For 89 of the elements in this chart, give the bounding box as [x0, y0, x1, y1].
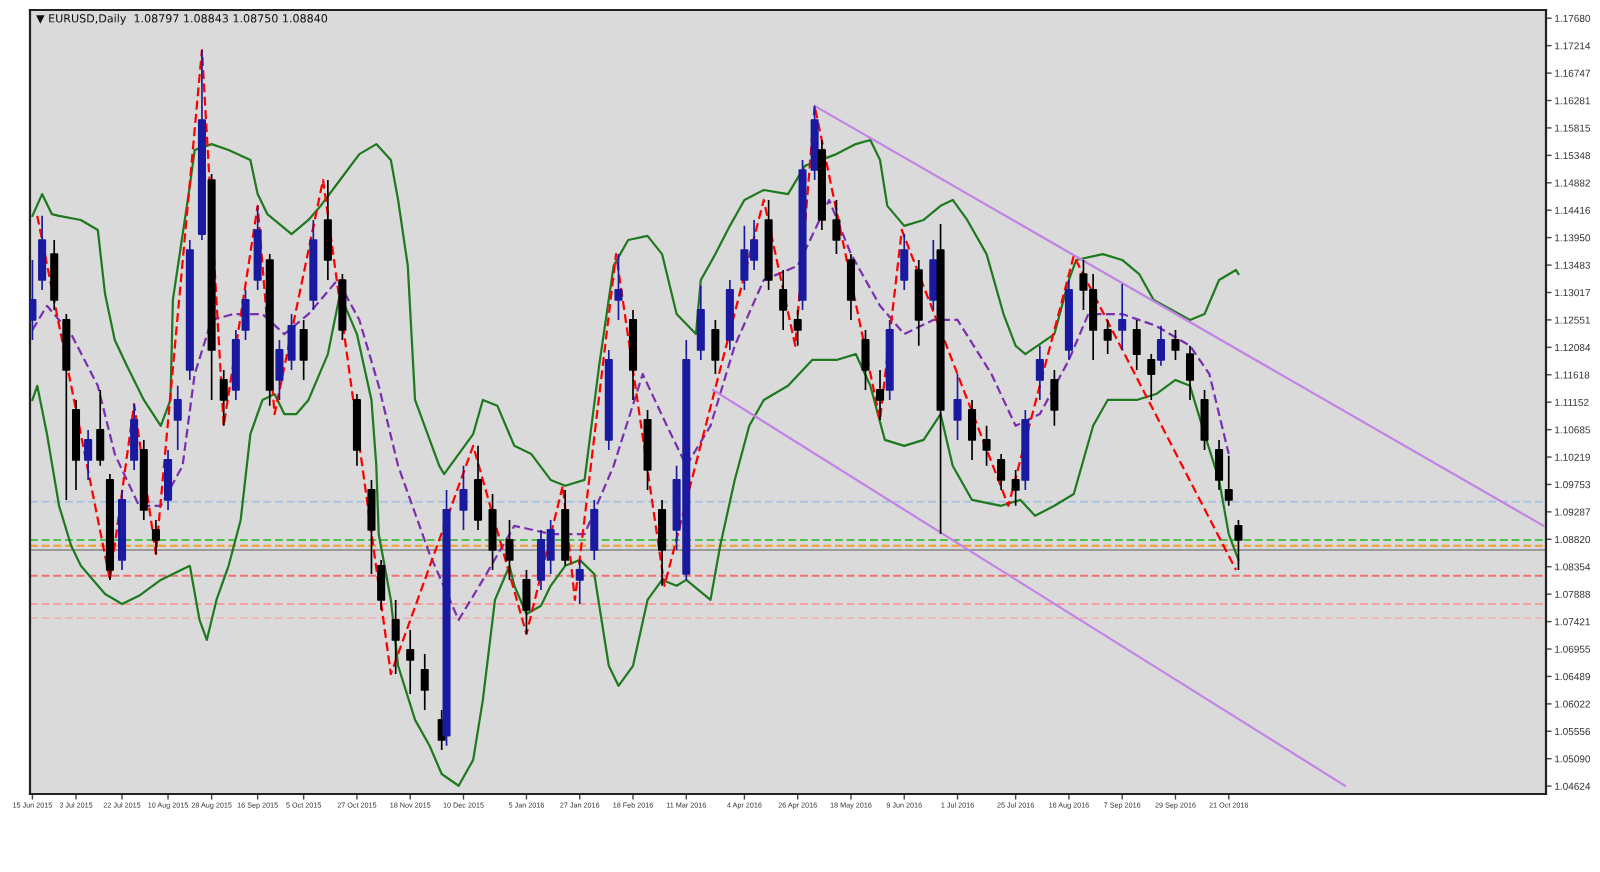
candlestick	[1118, 283, 1127, 351]
candlestick	[832, 199, 841, 255]
candlestick	[62, 313, 71, 501]
candlestick	[1147, 353, 1156, 401]
candlestick	[84, 429, 93, 481]
candlestick	[1215, 439, 1224, 491]
candlestick	[105, 473, 114, 581]
candlestick	[953, 373, 962, 441]
candlestick	[561, 489, 570, 567]
candlestick	[885, 319, 894, 401]
line-series	[31, 138, 1240, 487]
candlestick	[575, 559, 584, 605]
candlestick	[173, 384, 182, 451]
candlestick	[817, 139, 826, 231]
candlestick	[779, 269, 788, 331]
candlestick	[130, 403, 139, 471]
candlestick	[1103, 319, 1112, 355]
candlestick	[1021, 409, 1030, 491]
candlestick	[810, 105, 819, 181]
candlestick	[604, 349, 613, 451]
candlestick	[420, 653, 429, 711]
candlestick	[1064, 279, 1073, 361]
candlestick	[352, 393, 361, 467]
candlestick	[231, 329, 240, 401]
candlestick	[459, 464, 468, 531]
line-series	[31, 198, 1230, 622]
candlestick	[299, 319, 308, 381]
candlestick	[614, 253, 623, 321]
candlestick	[197, 49, 206, 241]
candlestick	[367, 479, 376, 575]
candlestick	[936, 223, 945, 535]
candlestick	[71, 399, 81, 491]
candlestick	[798, 159, 807, 311]
candlestick	[139, 439, 148, 521]
candlestick	[50, 239, 59, 311]
candlestick	[338, 273, 347, 341]
candlestick	[207, 173, 216, 401]
candlestick	[764, 199, 773, 291]
candlestick	[473, 444, 483, 531]
candlestick	[628, 309, 638, 401]
candlestick	[1224, 454, 1233, 507]
candlestick	[590, 499, 599, 561]
candlestick	[265, 253, 274, 407]
candlestick	[164, 449, 173, 511]
candlestick	[391, 599, 400, 675]
candlestick	[711, 319, 720, 375]
candlestick	[96, 389, 105, 467]
candlestick	[997, 453, 1006, 491]
candlestick	[488, 493, 497, 571]
candlestick	[275, 339, 284, 401]
candlestick	[377, 559, 386, 611]
candlestick	[1171, 329, 1180, 361]
candlestick	[929, 239, 938, 311]
candlestick	[253, 205, 262, 291]
candlestick	[38, 215, 47, 291]
candlestick	[323, 179, 332, 281]
candlestick	[793, 309, 802, 347]
candlestick	[861, 329, 870, 391]
candlestick	[30, 259, 37, 341]
line-series	[36, 48, 1238, 676]
candlestick	[1035, 344, 1044, 401]
candlestick	[505, 519, 514, 581]
candlestick	[309, 219, 318, 311]
candlestick	[1132, 319, 1141, 371]
candlestick	[1234, 519, 1243, 571]
candlestick	[117, 489, 127, 571]
candlestick	[968, 399, 977, 461]
candlestick	[846, 253, 855, 321]
candlestick	[1156, 324, 1165, 367]
candlestick	[219, 369, 228, 427]
candlestick	[185, 239, 194, 381]
candlestick	[406, 629, 415, 695]
candlestick	[1050, 369, 1059, 427]
candlestick	[696, 285, 705, 361]
candlestick	[442, 489, 451, 747]
candlestick	[522, 569, 531, 635]
candlestick	[982, 424, 991, 467]
candlestick	[1200, 389, 1209, 451]
candlestick	[287, 313, 296, 371]
candlestick	[725, 279, 734, 351]
candlestick	[643, 409, 652, 491]
candlestick	[1011, 469, 1020, 507]
candlestick	[241, 289, 250, 341]
candlestick	[151, 519, 160, 555]
candlestick	[658, 499, 667, 587]
candlestick	[875, 369, 885, 421]
candlestick	[900, 233, 909, 291]
candlestick	[914, 259, 923, 347]
candlestick	[1185, 344, 1195, 401]
